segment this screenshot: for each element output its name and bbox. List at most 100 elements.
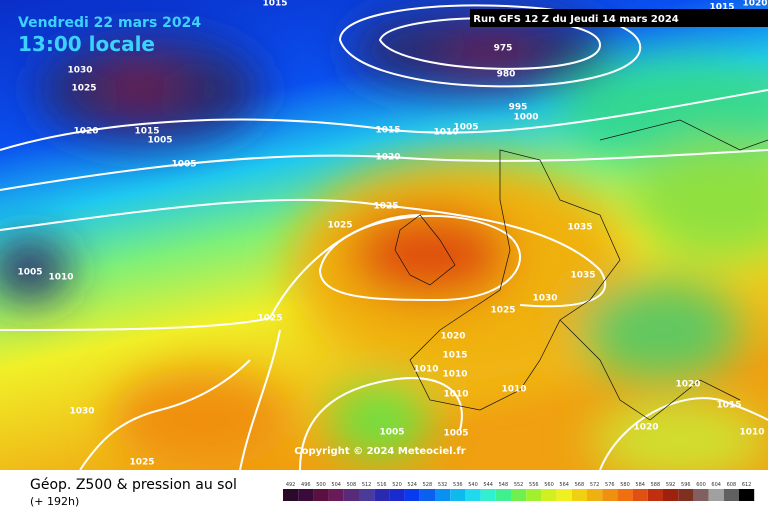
lead-time: (+ 192h) [30, 495, 79, 508]
color-scale: 492 496 500 504 508 512 516 520 524 528 532 536 540 5… [283, 482, 755, 501]
isobar-label: 1020 [73, 127, 98, 137]
scale-swatch [495, 489, 511, 501]
scale-swatch [632, 489, 648, 501]
scale-label: 576 [605, 482, 615, 488]
coastlines [394, 119, 768, 421]
isobar-label: 1035 [567, 223, 592, 233]
scale-label: 604 [711, 482, 721, 488]
isobar-label: 1010 [739, 428, 764, 438]
scale-label: 572 [590, 482, 600, 488]
scale-label: 612 [742, 482, 752, 488]
isobar-lines [0, 4, 768, 470]
scale-swatch [602, 489, 618, 501]
isobar-label: 1010 [413, 365, 438, 375]
isobar-label: 995 [509, 103, 528, 113]
scale-swatch [328, 489, 344, 501]
isobar-label: 1005 [171, 160, 196, 170]
scale-swatch [541, 489, 557, 501]
isobar-label: 1005 [379, 428, 404, 438]
isobar-label: 1010 [442, 370, 467, 380]
scale-label: 548 [499, 482, 509, 488]
isobar-label: 1020 [633, 423, 658, 433]
scale-label: 492 [286, 482, 296, 488]
scale-label: 504 [331, 482, 341, 488]
scale-label: 496 [301, 482, 311, 488]
scale-swatch [663, 489, 679, 501]
scale-swatch [389, 489, 405, 501]
run-banner [470, 9, 768, 27]
scale-label: 556 [529, 482, 539, 488]
scale-swatch [617, 489, 633, 501]
isobar-label: 1025 [129, 458, 154, 468]
isobar-label: 1030 [69, 407, 94, 417]
scale-swatch [526, 489, 542, 501]
scale-label: 600 [696, 482, 706, 488]
scale-swatch [359, 489, 375, 501]
scale-swatch [435, 489, 451, 501]
isobar-label: 1020 [675, 380, 700, 390]
scale-swatch [647, 489, 663, 501]
copyright: Copyright © 2024 Meteociel.fr [294, 446, 465, 457]
isobar-label: 1015 [709, 3, 734, 13]
scale-label: 564 [559, 482, 569, 488]
valid-time: 13:00 locale [18, 32, 155, 56]
scale-swatch [343, 489, 359, 501]
scale-swatch [723, 489, 739, 501]
scale-label: 516 [377, 482, 387, 488]
isobar-label: 1020 [742, 0, 767, 9]
isobar-label: 1035 [570, 271, 595, 281]
scale-swatch [556, 489, 572, 501]
isobar-label: 1005 [17, 268, 42, 278]
isobar-label: 1025 [257, 314, 282, 324]
scale-label: 560 [544, 482, 554, 488]
scale-label: 512 [362, 482, 372, 488]
isobar-label: 1010 [443, 390, 468, 400]
scale-label: 520 [392, 482, 402, 488]
isobar-label: 1020 [440, 332, 465, 342]
scale-swatch [587, 489, 603, 501]
isobar-label: 1025 [373, 202, 398, 212]
scale-label: 536 [453, 482, 463, 488]
isobar-label: 1015 [134, 127, 159, 137]
run-info: Run GFS 12 Z du Jeudi 14 mars 2024 [473, 14, 679, 25]
product-title: Géop. Z500 & pression au sol [30, 477, 237, 493]
scale-label: 544 [483, 482, 493, 488]
isobar-label: 1025 [71, 84, 96, 94]
scale-swatch [404, 489, 420, 501]
scale-swatch [708, 489, 724, 501]
scale-swatch [480, 489, 496, 501]
scale-label: 592 [666, 482, 676, 488]
isobar-label: 1010 [433, 128, 458, 138]
isobar-label: 1020 [375, 153, 400, 163]
isobar-label: 1025 [490, 306, 515, 316]
scale-label: 588 [651, 482, 661, 488]
isobar-label: 1015 [716, 401, 741, 411]
isobar-label: 1030 [532, 294, 557, 304]
isobar-label: 980 [497, 70, 516, 80]
scale-swatch [465, 489, 481, 501]
isobar-label: 975 [494, 44, 513, 54]
scale-swatch [419, 489, 435, 501]
scale-swatch [298, 489, 314, 501]
isobar-label: 1030 [67, 66, 92, 76]
scale-swatch [693, 489, 709, 501]
scale-label: 540 [468, 482, 478, 488]
scale-swatch [313, 489, 329, 501]
scale-swatch [450, 489, 466, 501]
scale-label: 596 [681, 482, 691, 488]
isobar-label: 1005 [443, 429, 468, 439]
scale-label: 528 [423, 482, 433, 488]
map [0, 0, 768, 470]
scale-swatch [571, 489, 587, 501]
scale-label: 580 [620, 482, 630, 488]
scale-label: 532 [438, 482, 448, 488]
scale-swatch [511, 489, 527, 501]
scale-swatch [374, 489, 390, 501]
isobar-label: 1025 [327, 221, 352, 231]
scale-label: 584 [635, 482, 645, 488]
scale-swatch [283, 489, 299, 501]
scale-label: 508 [347, 482, 357, 488]
scale-label: 568 [575, 482, 585, 488]
scale-label: 524 [407, 482, 417, 488]
